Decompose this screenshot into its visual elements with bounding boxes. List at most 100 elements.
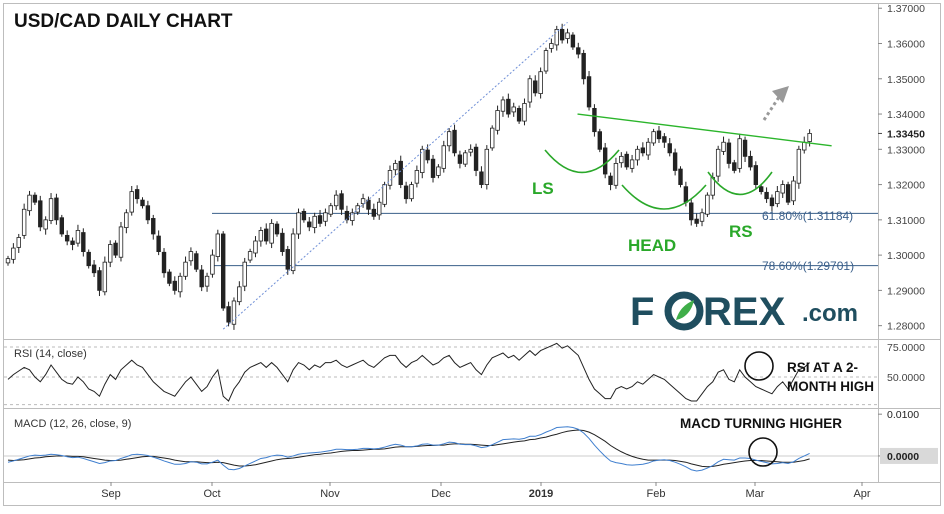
forex-logo: F REX .com xyxy=(630,290,858,334)
price-tick-label: 1.29000 xyxy=(887,285,925,297)
candle-body xyxy=(333,194,339,207)
candle-body xyxy=(366,199,371,210)
candle-body xyxy=(608,175,613,185)
candle-body xyxy=(468,148,473,153)
candle-body xyxy=(430,158,436,178)
candle-body xyxy=(172,280,177,291)
candle-body xyxy=(807,133,812,142)
candle-body xyxy=(737,138,742,169)
candle-body xyxy=(785,184,791,203)
candle-body xyxy=(124,212,129,229)
candle-body xyxy=(32,194,38,203)
candle-body xyxy=(522,103,527,122)
chart-title: USD/CAD DAILY CHART xyxy=(14,11,233,32)
candle-body xyxy=(554,28,559,46)
candle-body xyxy=(732,162,737,171)
candle-body xyxy=(151,218,156,235)
candle-body xyxy=(387,170,393,186)
candle-body xyxy=(484,148,490,185)
chart-frames xyxy=(3,3,941,506)
logo-o-ring xyxy=(664,291,704,331)
macd-tick-label: 0.0000 xyxy=(887,451,919,463)
candle-body xyxy=(269,222,274,244)
candle-body xyxy=(436,166,441,176)
time-tick-label: Oct xyxy=(203,488,220,500)
candle-body xyxy=(597,131,602,150)
candle-body xyxy=(285,249,290,270)
current-price-label: 1.33450 xyxy=(887,128,925,140)
candle-body xyxy=(264,228,269,242)
breakout-arrow-head xyxy=(772,86,789,103)
candle-body xyxy=(629,159,635,169)
rsi-panel: 75.0000 50.0000 xyxy=(4,342,925,406)
candle-body xyxy=(398,160,403,185)
fib-levels xyxy=(212,212,878,267)
candle-body xyxy=(495,110,500,131)
logo-text-rex: REX xyxy=(703,290,786,334)
candle-body xyxy=(382,184,387,205)
candle-body xyxy=(500,99,506,112)
candle-body xyxy=(177,275,183,293)
left-shoulder-curve xyxy=(544,149,620,174)
candle-body xyxy=(194,253,199,270)
candle-body xyxy=(667,143,672,154)
candle-body xyxy=(377,201,382,216)
candle-body xyxy=(129,191,134,213)
candle-body xyxy=(312,215,317,229)
candle-body xyxy=(441,145,446,169)
candle-body xyxy=(656,130,662,140)
candle-body xyxy=(113,242,118,256)
candle-body xyxy=(371,208,377,217)
logo-text-com: .com xyxy=(802,300,858,327)
head-curve xyxy=(621,184,707,210)
candle-body xyxy=(307,221,312,228)
candle-body xyxy=(183,261,188,277)
neckline xyxy=(577,113,832,147)
candle-body xyxy=(694,218,699,224)
macd-highlight-circle xyxy=(748,437,778,467)
candle-body xyxy=(59,217,64,235)
candle-body xyxy=(576,47,581,55)
candle-body xyxy=(5,258,11,264)
candle-body xyxy=(473,146,479,171)
candle-body xyxy=(220,233,226,309)
candle-body xyxy=(775,191,780,205)
breakout-arrow-shaft xyxy=(762,96,781,121)
candle-body xyxy=(360,198,366,205)
candle-body xyxy=(446,131,452,147)
candle-body xyxy=(134,189,140,200)
candle-body xyxy=(640,147,646,154)
overlays xyxy=(222,21,832,330)
candle-body xyxy=(527,78,533,103)
rsi-label: RSI (14, close) xyxy=(14,348,87,360)
candle-body xyxy=(646,141,651,156)
candle-body xyxy=(75,230,81,244)
candle-body xyxy=(581,52,586,80)
candle-body xyxy=(759,186,764,193)
candle-body xyxy=(328,205,333,215)
candle-body xyxy=(559,28,565,41)
candle-body xyxy=(409,184,414,200)
candle-body xyxy=(796,148,802,184)
annotation-head: HEAD xyxy=(628,236,676,255)
fib-label-618: 61.80%(1.31184) xyxy=(762,209,853,223)
rsi-tick-label: 75.0000 xyxy=(887,342,925,354)
time-tick-label: Sep xyxy=(101,488,121,500)
candle-body xyxy=(323,212,328,222)
candle-body xyxy=(511,106,516,113)
time-tick-label: 2019 xyxy=(529,488,553,500)
annotation-ls: LS xyxy=(532,179,554,198)
candle-body xyxy=(565,32,570,39)
right-shoulder-curve xyxy=(707,171,773,196)
candle-body xyxy=(780,184,785,194)
macd-label: MACD (12, 26, close, 9) xyxy=(14,418,131,430)
candle-body xyxy=(672,152,678,171)
logo-text-f: F xyxy=(630,290,654,334)
candle-body xyxy=(145,205,151,221)
candle-body xyxy=(43,219,48,230)
candle-body xyxy=(204,275,210,287)
price-tick-label: 1.31000 xyxy=(887,215,925,227)
annotation-rs: RS xyxy=(729,222,753,241)
candle-body xyxy=(802,141,807,151)
candle-body xyxy=(506,98,511,115)
